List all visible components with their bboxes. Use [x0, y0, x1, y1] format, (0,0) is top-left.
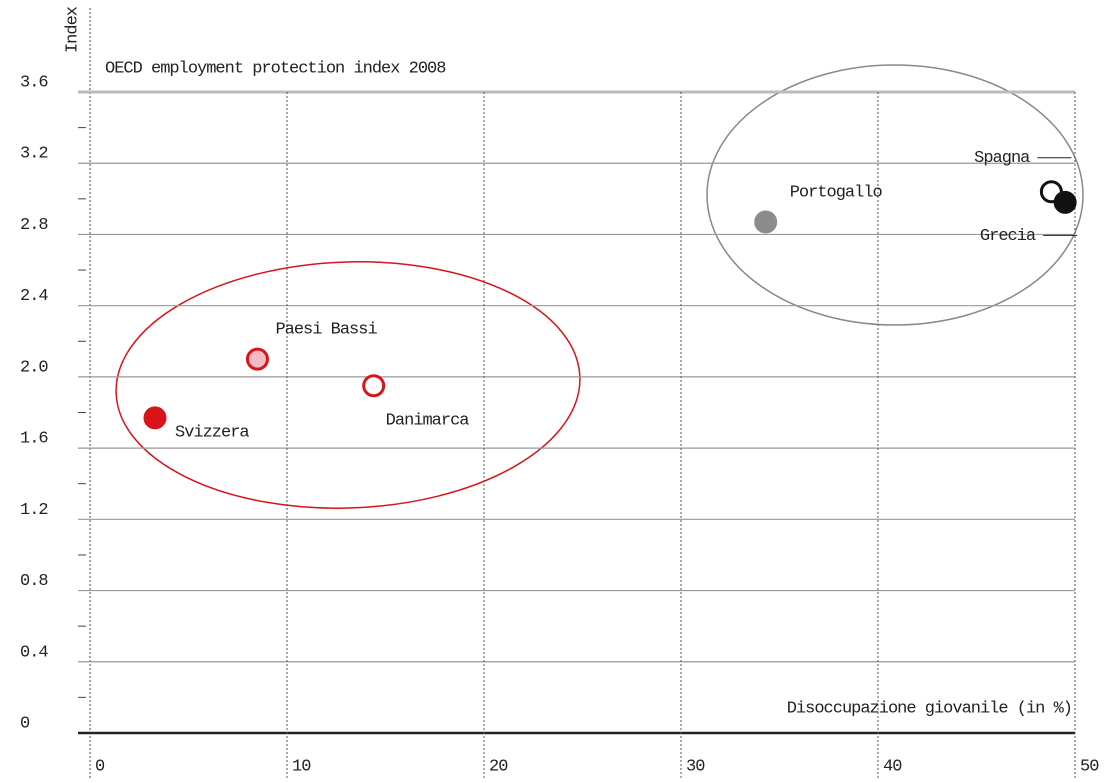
point [143, 406, 167, 430]
point-label: Svizzera [175, 423, 249, 442]
y-tick-label: 0.8 [20, 572, 48, 591]
point-label: Danimarca [386, 411, 470, 430]
y-tick-label: 1.2 [20, 501, 48, 520]
y-tick-label: 0.4 [20, 643, 48, 662]
y-tick-label: 0 [20, 714, 30, 733]
point-label: Portogallo [790, 183, 883, 202]
x-tick-label: 10 [292, 757, 311, 776]
x-tick-label: 30 [686, 757, 705, 776]
point-label: Spagna [974, 149, 1030, 168]
point-label: Grecia [980, 227, 1036, 246]
x-tick-label: 20 [489, 757, 508, 776]
y-tick-label: 2.4 [20, 287, 48, 306]
y-tick-label: 3.2 [20, 145, 48, 164]
point [362, 374, 386, 398]
chart-title: OECD employment protection index 2008 [105, 59, 446, 78]
y-axis-label: Index [63, 6, 82, 53]
x-tick-label: 50 [1080, 757, 1099, 776]
point [754, 210, 778, 234]
point [245, 347, 269, 371]
y-tick-label: 2.8 [20, 216, 48, 235]
point [1053, 190, 1077, 214]
x-tick-label: 40 [883, 757, 902, 776]
y-tick-label: 1.6 [20, 430, 48, 449]
x-tick-label: 0 [95, 757, 105, 776]
y-tick-label: 2.0 [20, 358, 48, 377]
x-axis-label: Disoccupazione giovanile (in %) [787, 699, 1072, 718]
y-tick-label: 3.6 [20, 73, 48, 92]
point-label: Paesi Bassi [275, 321, 377, 340]
group-ellipse [706, 64, 1084, 326]
